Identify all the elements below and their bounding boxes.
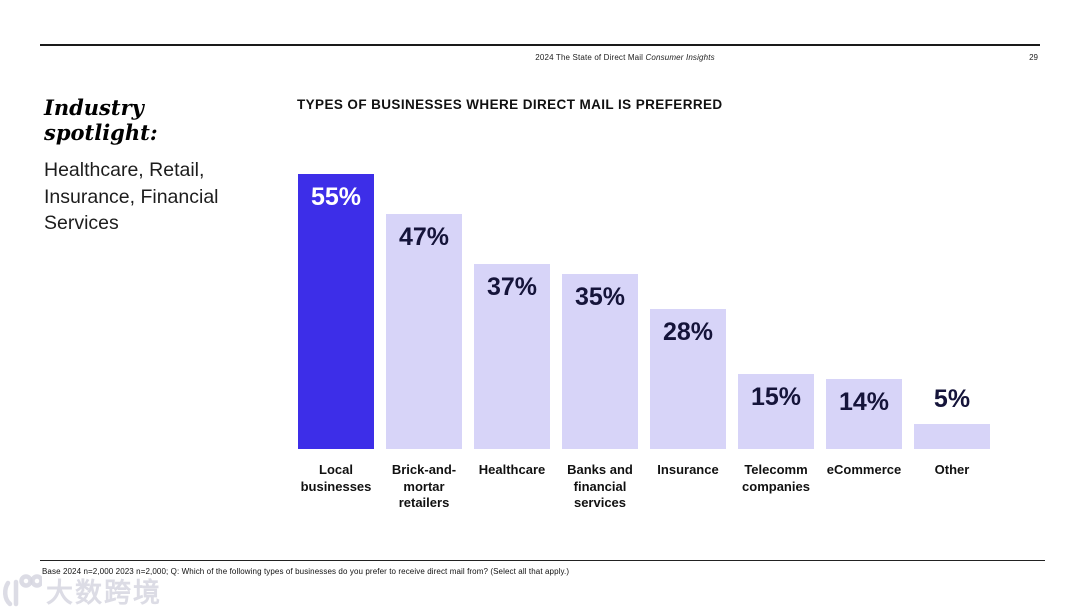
page-number: 29 [1029,53,1038,62]
category-label: eCommerce [826,462,902,477]
bar-healthcare: 37% [474,264,550,449]
bar-value-label: 37% [486,273,538,301]
bar-local-businesses: 55% [298,174,374,449]
spotlight-subtitle: Healthcare, Retail, Insurance, Financial… [44,159,219,234]
bar-insurance: 28% [650,309,726,449]
spotlight-title: Industry spotlight: [44,95,158,145]
report-title: 2024 The State of Direct Mail [535,53,646,62]
base-note: Base 2024 n=2,000 2023 n=2,000; Q: Which… [42,567,570,576]
report-title-italic: Consumer Insights [645,53,715,62]
bar-value-label: 15% [750,383,802,411]
category-label: Telecomm companies [742,462,810,494]
bar-banks-and-financial-services: 35% [562,274,638,449]
footer-divider [40,560,1045,561]
bar-value-label: 28% [662,318,714,346]
watermark: 大数跨境 [2,571,162,608]
bar-chart: 55% 47% 37% 35% 28% 15% 14% 5% [292,174,1012,449]
chart-title: TYPES OF BUSINESSES WHERE DIRECT MAIL IS… [297,97,723,112]
industry-spotlight-block: Industry spotlight: Healthcare, Retail, … [44,95,259,237]
bar-value-label: 35% [574,283,626,311]
bar-value-label: 14% [838,388,890,416]
bar-value-label: 5% [933,385,971,413]
category-label: Healthcare [478,462,546,477]
category-label: Insurance [657,462,719,477]
bar-brick-and-mortar-retailers: 47% [386,214,462,449]
watermark-logo-icon [3,573,42,606]
bar-other [914,424,990,449]
report-header: 2024 The State of Direct Mail Consumer I… [225,53,1025,62]
header-divider [40,44,1040,46]
bar-value-label: 47% [398,223,450,251]
watermark-text: 大数跨境 [46,578,162,608]
category-axis: Local businesses Brick-and-mortar retaile… [292,462,1012,532]
category-label: Banks and financial services [567,462,633,510]
category-label: Local businesses [300,462,372,494]
category-label: Other [934,462,970,477]
bar-ecommerce: 14% [826,379,902,449]
category-label: Brick-and-mortar retailers [391,462,457,510]
bar-telecomm-companies: 15% [738,374,814,449]
bar-value-label: 55% [310,183,362,211]
